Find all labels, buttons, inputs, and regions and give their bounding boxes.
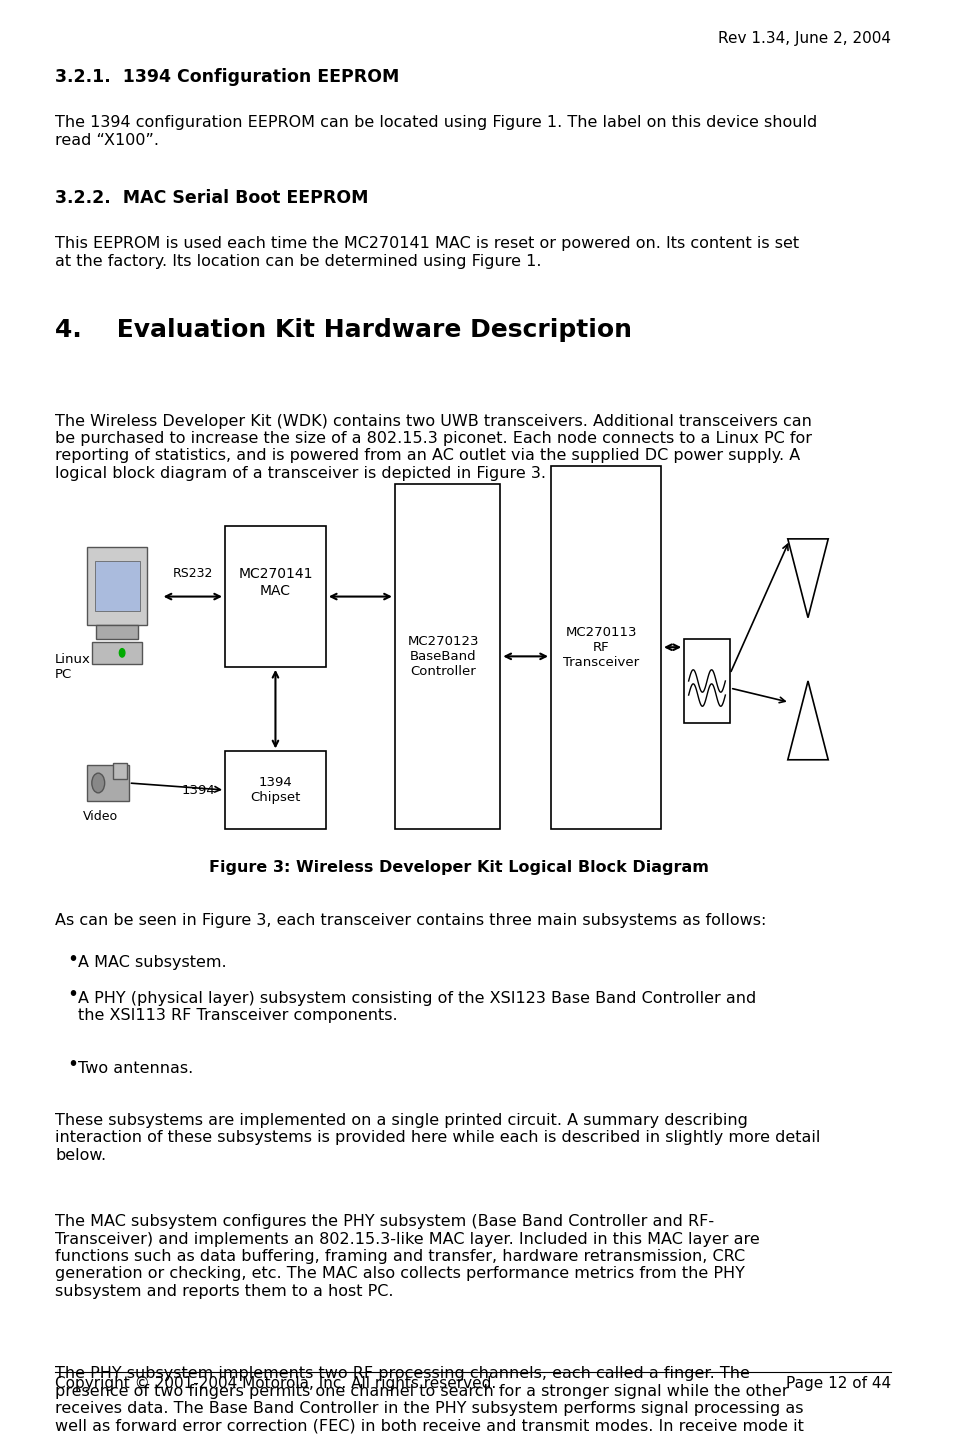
Circle shape [92,773,104,793]
Circle shape [120,649,125,658]
Text: Figure 3: Wireless Developer Kit Logical Block Diagram: Figure 3: Wireless Developer Kit Logical… [209,859,709,875]
Text: A MAC subsystem.: A MAC subsystem. [78,956,227,970]
Polygon shape [788,681,828,760]
Text: MC270113
RF
Transceiver: MC270113 RF Transceiver [563,626,640,669]
Bar [551,466,661,829]
Text: Copyright © 2001-2004 Motorola, Inc. All rights reserved.: Copyright © 2001-2004 Motorola, Inc. All… [56,1376,497,1392]
Bar [96,624,137,639]
Text: The PHY subsystem implements two RF processing channels, each called a finger. T: The PHY subsystem implements two RF proc… [56,1366,804,1433]
Text: 3.2.1.  1394 Configuration EEPROM: 3.2.1. 1394 Configuration EEPROM [56,68,399,85]
Text: A PHY (physical layer) subsystem consisting of the XSI123 Base Band Controller a: A PHY (physical layer) subsystem consist… [78,991,756,1022]
Text: •: • [67,985,78,1004]
Text: 4.    Evaluation Kit Hardware Description: 4. Evaluation Kit Hardware Description [56,319,632,342]
Bar [113,763,127,780]
Text: Video: Video [83,810,118,823]
Text: Two antennas.: Two antennas. [78,1061,193,1076]
Text: The 1394 configuration EEPROM can be located using Figure 1. The label on this d: The 1394 configuration EEPROM can be loc… [56,115,817,147]
Text: •: • [67,950,78,969]
Text: •: • [67,1056,78,1074]
Text: Linux
PC: Linux PC [56,653,91,681]
Text: The MAC subsystem configures the PHY subsystem (Base Band Controller and RF-
Tra: The MAC subsystem configures the PHY sub… [56,1214,760,1299]
Bar [88,766,129,800]
Bar [88,548,147,624]
Bar [225,751,326,829]
Bar [225,526,326,666]
Text: 1394
Chipset: 1394 Chipset [250,776,301,805]
Bar [94,561,139,610]
Text: MC270123
BaseBand
Controller: MC270123 BaseBand Controller [407,634,479,678]
Text: As can be seen in Figure 3, each transceiver contains three main subsystems as f: As can be seen in Figure 3, each transce… [56,913,767,929]
Text: 3.2.2.  MAC Serial Boot EEPROM: 3.2.2. MAC Serial Boot EEPROM [56,189,368,206]
Text: The Wireless Developer Kit (WDK) contains two UWB transceivers. Additional trans: The Wireless Developer Kit (WDK) contain… [56,414,812,480]
Bar [684,639,730,724]
Text: Rev 1.34, June 2, 2004: Rev 1.34, June 2, 2004 [718,30,890,46]
Polygon shape [788,539,828,617]
Text: 1394: 1394 [182,783,216,796]
Text: These subsystems are implemented on a single printed circuit. A summary describi: These subsystems are implemented on a si… [56,1113,820,1162]
Text: MC270141
MAC: MC270141 MAC [239,567,313,597]
Text: This EEPROM is used each time the MC270141 MAC is reset or powered on. Its conte: This EEPROM is used each time the MC2701… [56,236,800,268]
Bar [394,485,501,829]
Text: RS232: RS232 [172,567,213,580]
Bar [92,642,142,665]
Text: Page 12 of 44: Page 12 of 44 [785,1376,890,1392]
